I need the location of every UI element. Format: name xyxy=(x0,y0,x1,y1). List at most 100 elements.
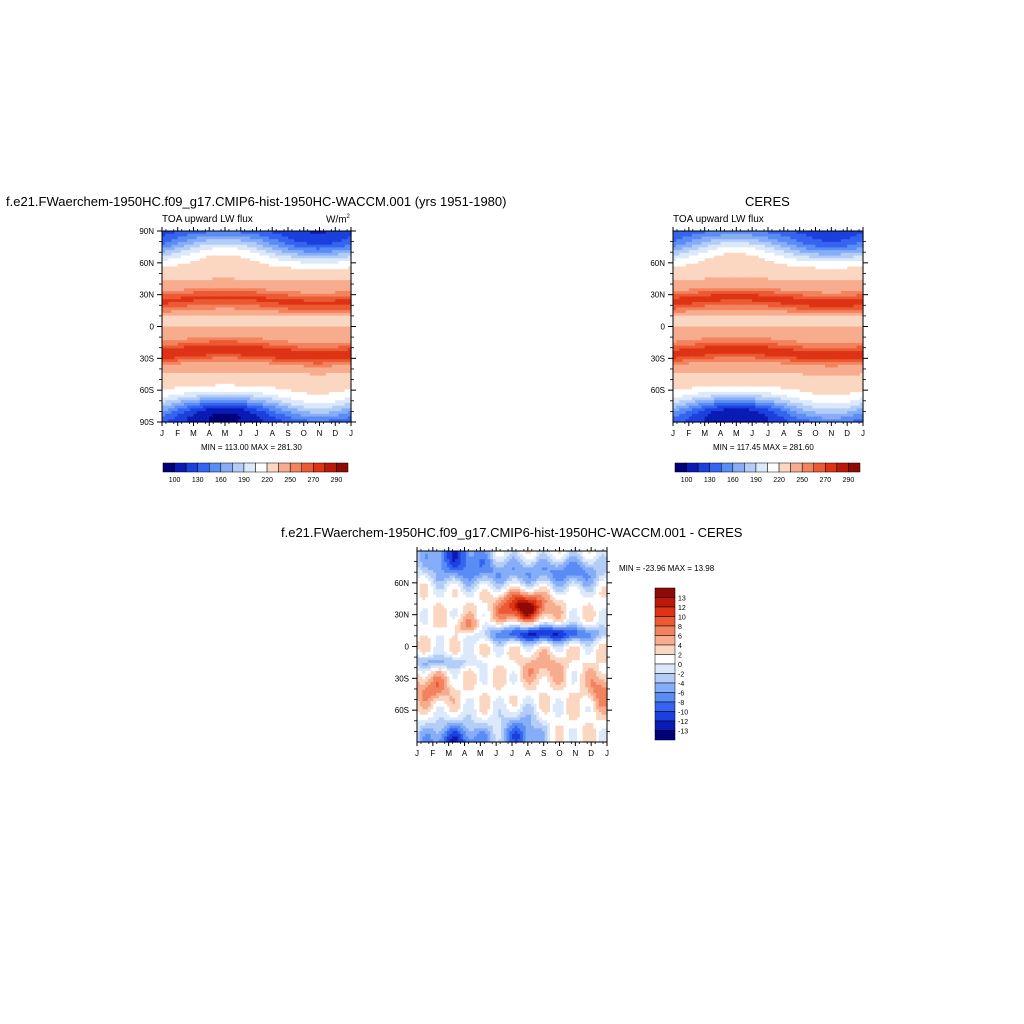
heatmap-cell xyxy=(256,337,261,341)
heatmap-cell xyxy=(206,236,210,240)
heatmap-cell xyxy=(325,282,330,287)
heatmap-cell xyxy=(673,247,677,251)
heatmap-cell xyxy=(253,310,258,314)
heatmap-cell xyxy=(281,239,286,243)
heatmap-cell xyxy=(180,293,185,298)
heatmap-cell xyxy=(202,397,207,401)
heatmap-cell xyxy=(673,299,677,303)
heatmap-cell xyxy=(325,244,330,248)
heatmap-cell xyxy=(300,323,305,328)
heatmap-cell xyxy=(300,318,305,322)
heatmap-cell xyxy=(679,348,684,352)
heatmap-cell xyxy=(300,413,305,418)
heatmap-cell xyxy=(262,310,267,314)
heatmap-cell xyxy=(209,400,213,404)
heatmap-cell xyxy=(265,386,270,390)
heatmap-cell xyxy=(234,402,239,407)
heatmap-cell xyxy=(338,351,343,355)
heatmap-cell xyxy=(250,236,254,240)
heatmap-cell xyxy=(344,304,349,308)
heatmap-cell xyxy=(225,263,229,268)
heatmap-cell xyxy=(347,329,352,333)
heatmap-cell xyxy=(180,378,185,382)
heatmap-cell xyxy=(262,348,267,352)
heatmap-cell xyxy=(288,419,292,423)
heatmap-cell xyxy=(291,383,295,388)
heatmap-cell xyxy=(278,340,283,344)
heatmap-cell xyxy=(313,359,317,363)
heatmap-cell xyxy=(303,402,308,407)
heatmap-cell xyxy=(673,367,677,371)
heatmap-cell xyxy=(221,241,226,246)
heatmap-cell xyxy=(215,323,220,328)
heatmap-cell xyxy=(316,329,321,333)
heatmap-cell xyxy=(272,400,276,404)
heatmap-cell xyxy=(218,307,223,311)
heatmap-cell xyxy=(288,389,292,393)
heatmap-cell xyxy=(347,361,352,366)
heatmap-cell xyxy=(310,315,314,319)
heatmap-cell xyxy=(281,364,286,369)
heatmap-cell xyxy=(234,250,239,254)
heatmap-cell xyxy=(676,296,680,300)
heatmap-cell xyxy=(688,375,693,379)
heatmap-cell xyxy=(306,367,311,371)
heatmap-cell xyxy=(184,323,188,328)
heatmap-cell xyxy=(259,329,264,333)
heatmap-cell xyxy=(347,394,352,399)
heatmap-cell xyxy=(316,405,321,409)
heatmap-cell xyxy=(322,293,327,298)
heatmap-cell xyxy=(177,263,182,268)
heatmap-cell xyxy=(209,239,213,243)
heatmap-cell xyxy=(215,261,220,265)
ceres-minmax: MIN = 117.45 MAX = 281.60 xyxy=(713,443,814,452)
heatmap-cell xyxy=(306,307,311,311)
heatmap-cell xyxy=(328,231,333,235)
heatmap-cell xyxy=(685,263,690,268)
heatmap-cell xyxy=(256,304,261,308)
heatmap-cell xyxy=(676,389,680,393)
heatmap-cell xyxy=(322,389,327,393)
heatmap-cell xyxy=(294,299,299,303)
heatmap-cell xyxy=(231,416,236,420)
heatmap-cell xyxy=(676,381,680,385)
heatmap-cell xyxy=(202,340,207,344)
heatmap-cell xyxy=(243,315,248,319)
heatmap-cell xyxy=(679,291,684,295)
heatmap-cell xyxy=(240,394,245,399)
heatmap-cell xyxy=(685,296,690,300)
heatmap-cell xyxy=(269,416,273,420)
heatmap-cell xyxy=(184,416,188,420)
heatmap-cell xyxy=(338,408,343,412)
heatmap-cell xyxy=(240,233,245,238)
heatmap-cell xyxy=(303,310,308,314)
heatmap-cell xyxy=(228,331,232,336)
heatmap-cell xyxy=(275,405,280,409)
heatmap-cell xyxy=(180,250,185,254)
heatmap-cell xyxy=(259,337,264,341)
heatmap-cell xyxy=(679,318,684,322)
heatmap-cell xyxy=(221,293,226,298)
heatmap-cell xyxy=(187,397,191,401)
heatmap-cell xyxy=(250,386,254,390)
heatmap-cell xyxy=(209,236,213,240)
heatmap-cell xyxy=(322,356,327,360)
heatmap-cell xyxy=(347,271,352,276)
heatmap-cell xyxy=(288,266,292,270)
heatmap-cell xyxy=(275,386,280,390)
heatmap-cell xyxy=(165,372,169,377)
heatmap-cell xyxy=(218,247,223,251)
heatmap-cell xyxy=(297,247,302,251)
heatmap-cell xyxy=(682,337,687,341)
heatmap-cell xyxy=(685,405,690,409)
heatmap-cell xyxy=(344,389,349,393)
heatmap-cell xyxy=(316,233,321,238)
heatmap-cell xyxy=(253,277,258,281)
heatmap-cell xyxy=(278,342,283,347)
heatmap-cell xyxy=(297,255,302,259)
heatmap-cell xyxy=(262,239,267,243)
heatmap-cell xyxy=(237,304,242,308)
heatmap-cell xyxy=(199,282,204,287)
heatmap-cell xyxy=(679,400,684,404)
heatmap-cell xyxy=(341,340,346,344)
